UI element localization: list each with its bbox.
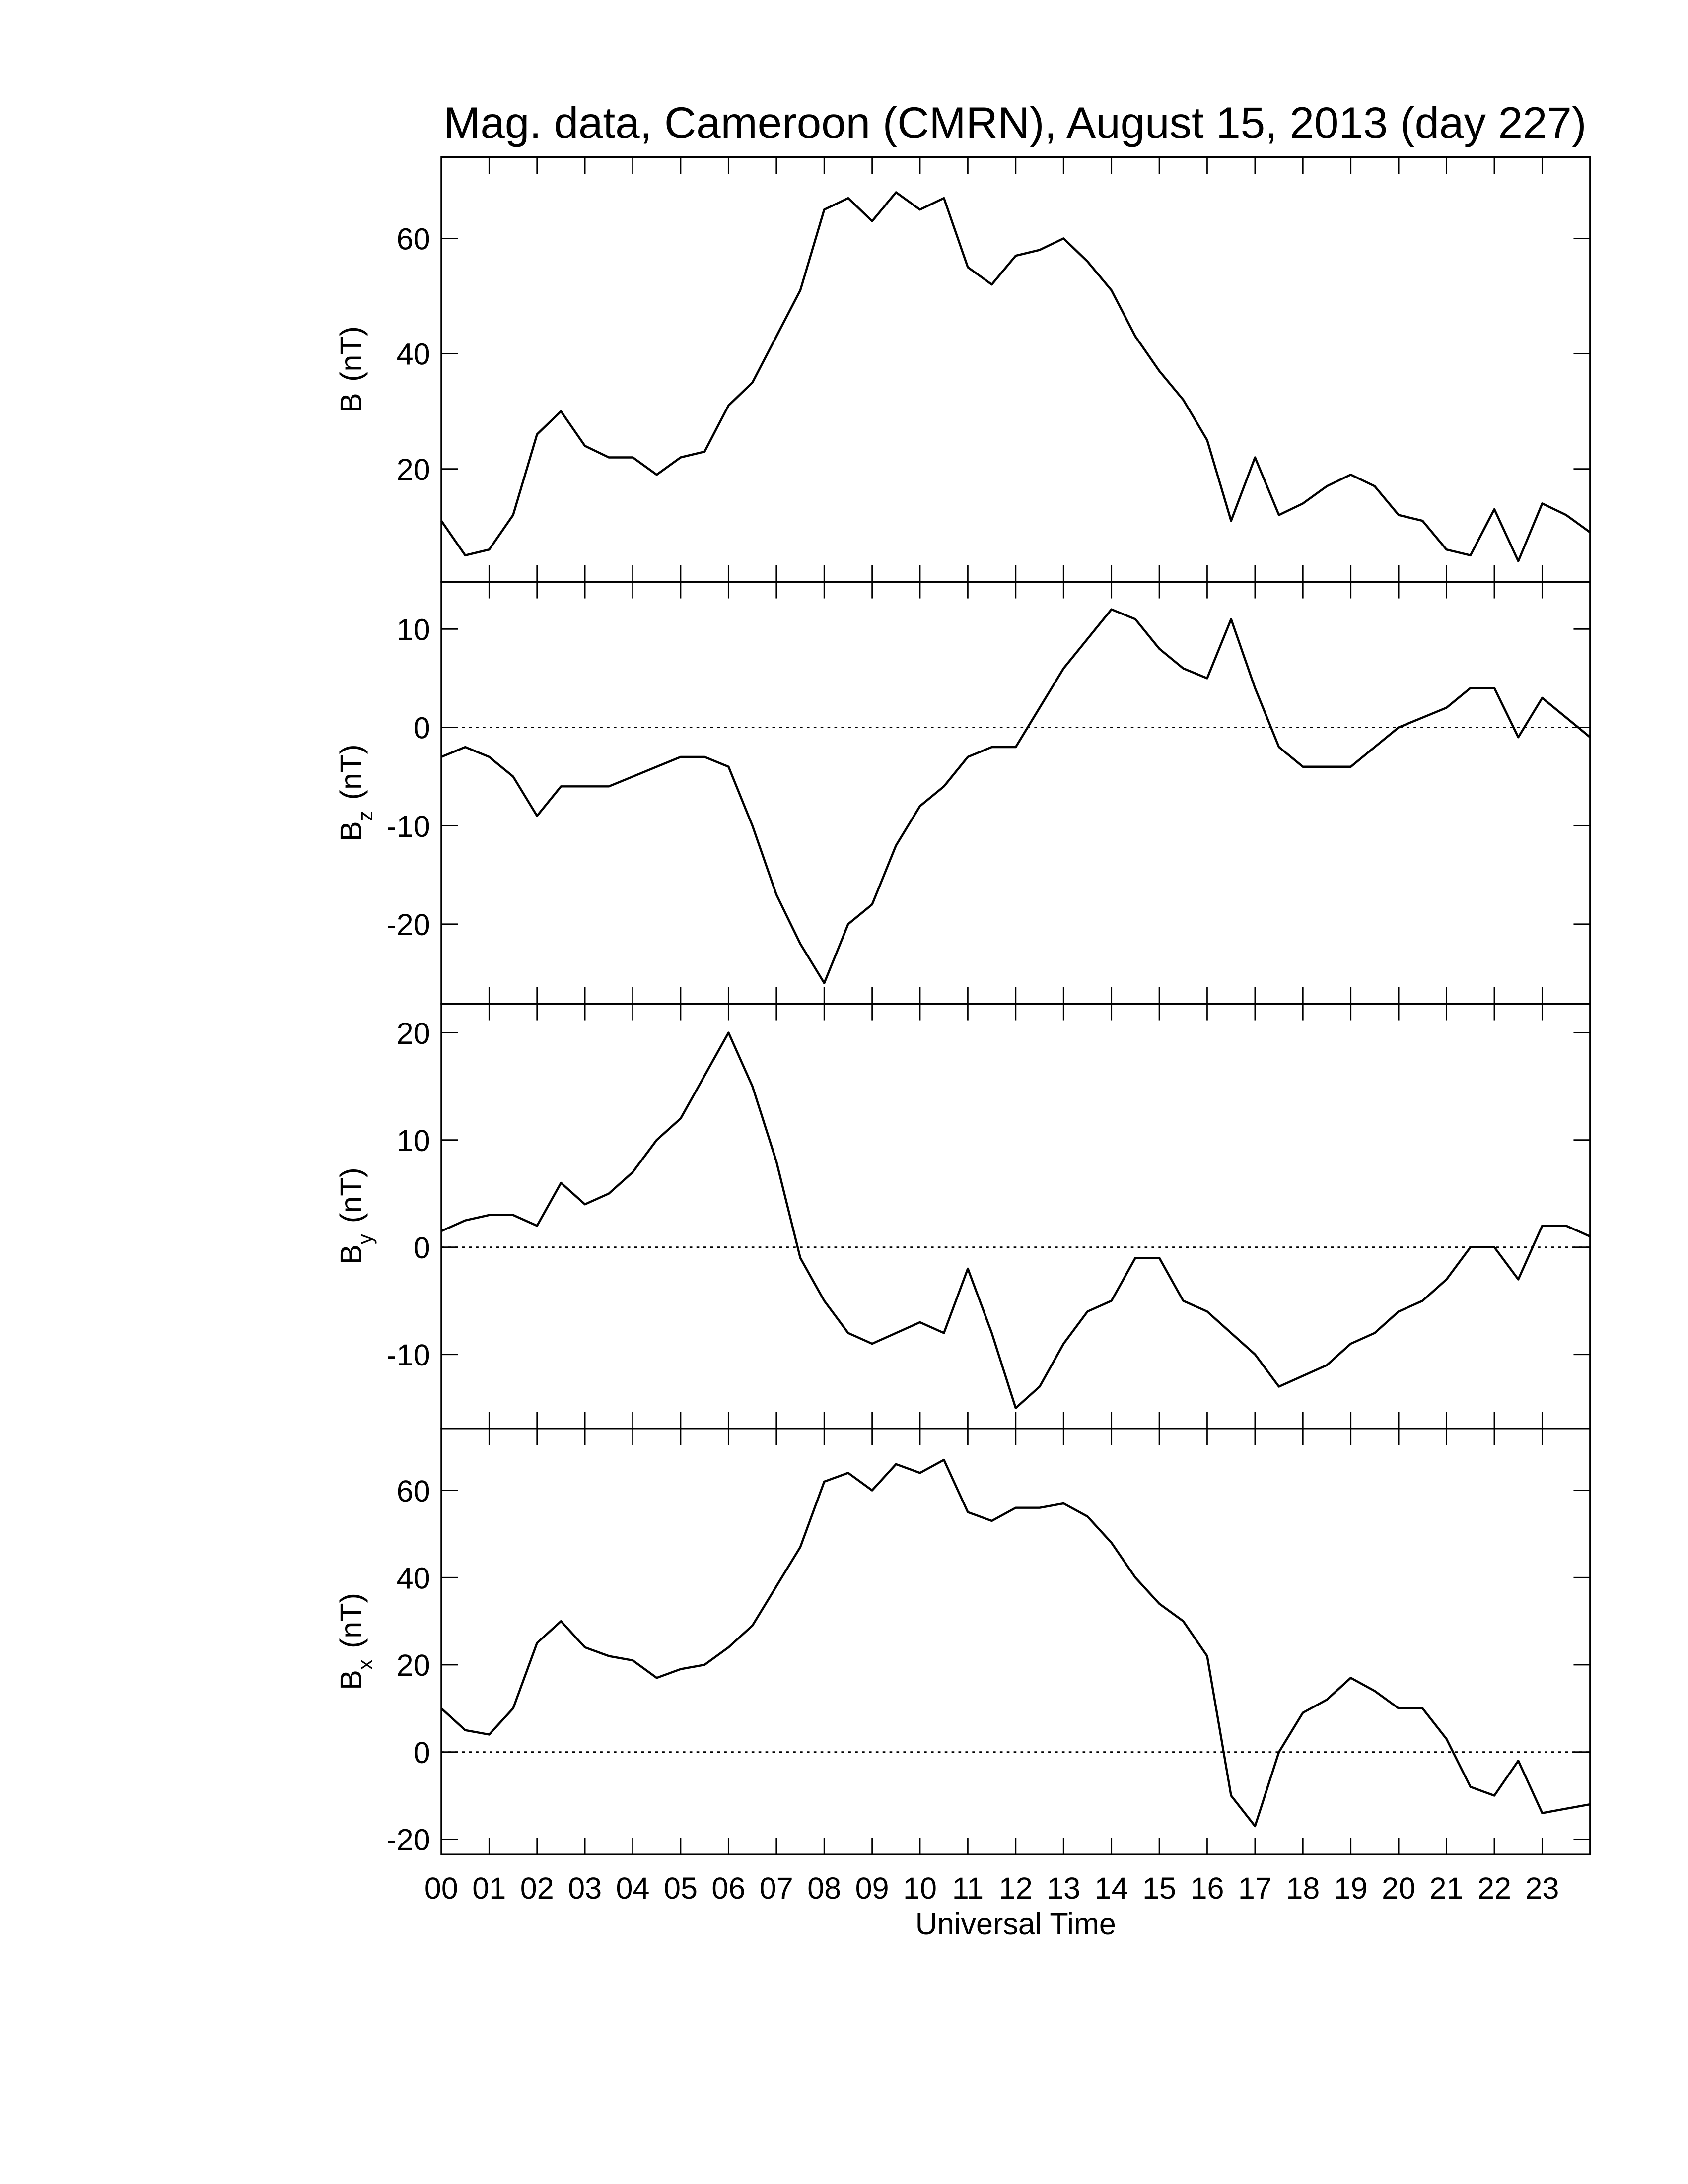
y-tick-label: 10 — [397, 1124, 430, 1158]
x-tick-label: 23 — [1525, 1871, 1559, 1905]
y-label-symbol: B — [334, 821, 368, 841]
y-label-symbol: B — [334, 1670, 368, 1690]
y-tick-label: -20 — [386, 1823, 430, 1857]
x-tick-label: 20 — [1382, 1871, 1415, 1905]
y-axis-label: Bz (nT) — [334, 744, 377, 841]
y-tick-label: 0 — [414, 711, 430, 745]
x-tick-label: 07 — [760, 1871, 793, 1905]
y-tick-label: 60 — [397, 1474, 430, 1508]
y-tick-label: 40 — [397, 1561, 430, 1595]
y-tick-label: -10 — [386, 1338, 430, 1372]
x-tick-label: 00 — [424, 1871, 458, 1905]
x-tick-label: 12 — [999, 1871, 1033, 1905]
y-label-subscript: z — [353, 811, 377, 821]
y-label-unit: (nT) — [334, 1593, 368, 1648]
y-tick-label: 20 — [397, 1017, 430, 1050]
x-tick-label: 11 — [952, 1871, 984, 1905]
y-label-subscript: y — [353, 1234, 377, 1244]
y-tick-label: 20 — [397, 1648, 430, 1682]
x-tick-label: 03 — [568, 1871, 602, 1905]
x-tick-label: 13 — [1047, 1871, 1080, 1905]
x-tick-label: 05 — [664, 1871, 698, 1905]
x-tick-label: 04 — [616, 1871, 650, 1905]
x-axis-label: Universal Time — [915, 1907, 1116, 1941]
y-tick-label: 20 — [397, 453, 430, 486]
x-tick-label: 18 — [1286, 1871, 1320, 1905]
x-tick-label: 14 — [1095, 1871, 1128, 1905]
y-label-subscript: x — [353, 1659, 377, 1670]
y-tick-label: -10 — [386, 810, 430, 843]
y-tick-label: 40 — [397, 338, 430, 371]
y-tick-label: 60 — [397, 222, 430, 256]
y-axis-label: Bx (nT) — [334, 1593, 377, 1690]
y-label-unit: (nT) — [334, 326, 368, 382]
data-line — [440, 1031, 1591, 1409]
x-tick-label: 21 — [1430, 1871, 1464, 1905]
x-tick-label: 10 — [903, 1871, 937, 1905]
x-tick-label: 01 — [472, 1871, 506, 1905]
y-tick-label: 0 — [414, 1231, 430, 1265]
y-tick-label: 0 — [414, 1736, 430, 1770]
data-line — [441, 608, 1591, 984]
y-axis-label: By (nT) — [334, 1167, 377, 1265]
x-tick-label: 15 — [1142, 1871, 1176, 1905]
y-label-symbol: B — [334, 393, 368, 413]
x-tick-label: 08 — [807, 1871, 841, 1905]
y-tick-label: 10 — [397, 613, 430, 647]
x-tick-label: 17 — [1238, 1871, 1272, 1905]
data-line — [440, 191, 1591, 562]
x-tick-label: 02 — [520, 1871, 554, 1905]
data-line — [440, 1458, 1591, 1828]
chart-title: Mag. data, Cameroon (CMRN), August 15, 2… — [443, 98, 1586, 147]
y-label-symbol: B — [334, 1244, 368, 1265]
x-tick-label: 09 — [855, 1871, 889, 1905]
x-tick-label: 16 — [1190, 1871, 1224, 1905]
y-label-unit: (nT) — [334, 744, 368, 800]
y-label-unit: (nT) — [334, 1167, 368, 1223]
y-tick-label: -20 — [386, 908, 430, 942]
x-tick-label: 22 — [1477, 1871, 1511, 1905]
x-tick-label: 19 — [1334, 1871, 1368, 1905]
y-axis-label: B (nT) — [334, 326, 368, 413]
x-tick-label: 06 — [711, 1871, 745, 1905]
